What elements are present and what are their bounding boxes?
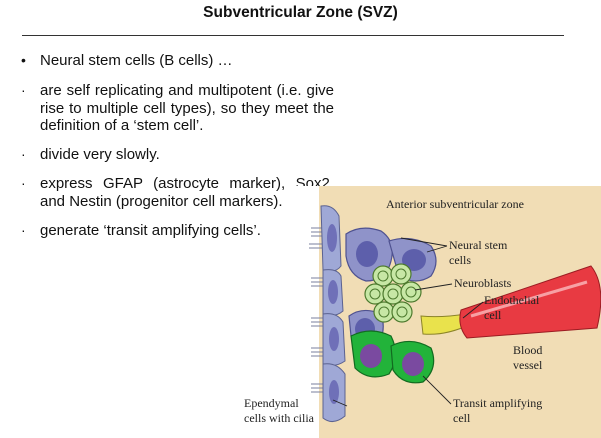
ependymal-nuclei	[327, 224, 339, 404]
label-blood-vessel: vessel	[513, 358, 543, 372]
bullet-marker: ·	[21, 175, 26, 191]
bullet-marker: ·	[21, 222, 26, 238]
label-neural-stem: Neural stem	[449, 238, 508, 252]
bullet-marker: ·	[21, 146, 26, 162]
transit-cell-nuclei	[360, 344, 424, 376]
ependymal-caption-line2: cells with cilia	[244, 411, 314, 425]
svz-illustration: Anterior subventricular zone Neural stem…	[291, 186, 601, 438]
label-neuroblasts: Neuroblasts	[454, 276, 512, 290]
bullet-marker: ·	[21, 82, 26, 98]
vessel-highlight	[470, 280, 588, 318]
label-transit-cell: cell	[453, 411, 471, 425]
label-endothelial-cell: cell	[484, 308, 502, 322]
bullet-item: are self replicating and multipotent (i.…	[40, 82, 334, 134]
bullet-marker: •	[21, 52, 26, 68]
leader-lines	[332, 237, 484, 407]
label-blood: Blood	[513, 343, 542, 357]
title-divider	[22, 35, 564, 36]
neuroblast-cluster	[364, 263, 422, 323]
ependymal-caption: Ependymal cells with cilia	[244, 396, 314, 426]
label-endothelial: Endothelial	[484, 293, 540, 307]
label-transit-amplifying: Transit amplifying	[453, 396, 542, 410]
neuroblast-nuclei	[369, 268, 417, 318]
bullet-item: divide very slowly.	[40, 146, 160, 163]
bullet-item: Neural stem cells (B cells) …	[40, 52, 233, 69]
blood-vessel-shape	[459, 265, 601, 339]
figure-title: Anterior subventricular zone	[386, 197, 524, 211]
bullet-item: generate ‘transit amplifying cells’.	[40, 222, 261, 239]
bullet-item: express GFAP (astrocyte marker), Sox2, a…	[40, 175, 334, 210]
label-neural-stem-cells: cells	[449, 253, 471, 267]
ependymal-caption-line1: Ependymal	[244, 396, 299, 410]
slide-title: Subventricular Zone (SVZ)	[203, 4, 398, 21]
